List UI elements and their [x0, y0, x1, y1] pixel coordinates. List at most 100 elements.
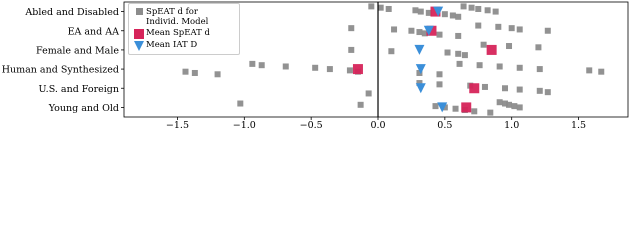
legend-swatch	[132, 28, 146, 39]
model-point	[586, 67, 593, 74]
model-point	[348, 25, 355, 32]
x-tick-label: −1.5	[166, 120, 189, 131]
y-tick-label: Female and Male	[36, 45, 119, 56]
legend-entry: Mean SpEAT d	[132, 28, 236, 39]
model-point	[421, 30, 428, 37]
model-point	[544, 89, 551, 96]
model-point	[471, 108, 478, 115]
model-point	[214, 71, 221, 78]
model-point	[191, 69, 198, 76]
legend-label: Mean IAT D	[146, 40, 198, 50]
model-point	[481, 83, 488, 90]
mean-iat	[433, 6, 444, 17]
model-point	[455, 32, 462, 39]
model-point	[312, 64, 319, 71]
model-point	[416, 69, 423, 76]
plot-frame	[123, 1, 629, 118]
mean-speat	[352, 64, 363, 75]
model-point	[508, 25, 515, 32]
model-point	[487, 109, 494, 116]
model-point	[348, 46, 355, 53]
model-point	[436, 31, 443, 38]
model-point	[249, 60, 256, 67]
legend-label: Mean SpEAT d	[146, 28, 210, 38]
model-point	[516, 86, 523, 93]
y-tick-label: Abled and Disabled	[24, 7, 119, 18]
model-point	[452, 105, 459, 112]
model-point	[412, 7, 419, 14]
model-point	[455, 50, 462, 57]
model-point	[416, 29, 423, 36]
model-point	[516, 104, 523, 111]
model-point	[484, 7, 491, 14]
model-point	[368, 3, 375, 10]
model-point	[456, 60, 463, 67]
x-tick-label: 1.0	[504, 120, 519, 131]
model-point	[237, 100, 244, 107]
model-point	[444, 49, 451, 56]
mean-iat	[414, 44, 425, 55]
y-tick-label: Human and Synthesized	[2, 65, 119, 76]
legend-entry: SpEAT d for Individ. Model	[132, 7, 236, 27]
model-point	[388, 48, 395, 55]
model-point	[506, 43, 513, 50]
model-point	[377, 4, 384, 11]
mean-speat	[486, 44, 497, 55]
model-point	[535, 44, 542, 51]
model-point	[468, 4, 475, 11]
model-point	[516, 64, 523, 71]
mean-iat	[415, 64, 426, 75]
legend-entry: Mean IAT D	[132, 40, 236, 51]
model-point	[432, 103, 439, 110]
legend: SpEAT d for Individ. Model Mean SpEAT d Me…	[128, 3, 240, 55]
model-point	[496, 63, 503, 70]
y-tick-label: U.S. and Foreign	[39, 84, 119, 95]
legend-label: SpEAT d for Individ. Model	[146, 7, 209, 27]
model-point	[502, 85, 509, 92]
model-point	[425, 9, 432, 16]
model-point	[544, 27, 551, 34]
model-point	[536, 66, 543, 73]
model-point	[480, 41, 487, 48]
mean-speat	[430, 6, 441, 17]
legend-swatch	[132, 7, 146, 15]
model-point	[365, 90, 372, 97]
model-point	[326, 66, 333, 73]
y-tick-label: Young and Old	[48, 103, 119, 114]
model-point	[506, 101, 513, 108]
model-point	[417, 8, 424, 15]
model-point	[496, 99, 503, 106]
model-point	[391, 26, 398, 33]
mean-speat	[469, 83, 480, 94]
model-point	[436, 71, 443, 78]
model-point	[408, 27, 415, 34]
mean-speat	[461, 102, 472, 113]
model-point	[475, 22, 482, 29]
chart: −1.5 −1.0 −0.5 0.0 0.5 1.0 1.5 Abled and Disabl…	[2, 1, 629, 131]
model-point	[516, 26, 523, 33]
model-point	[385, 5, 392, 12]
model-point	[449, 12, 456, 19]
model-point	[495, 23, 502, 30]
model-point	[357, 101, 364, 108]
model-point	[536, 87, 543, 94]
model-point	[441, 104, 448, 111]
mean-speat	[426, 25, 437, 36]
model-point	[502, 100, 509, 107]
model-point	[460, 3, 467, 10]
x-tick-label: 0.0	[370, 120, 385, 131]
model-point	[492, 8, 499, 15]
model-point	[416, 80, 423, 87]
x-tick-label: 1.5	[571, 120, 586, 131]
model-point	[282, 63, 289, 70]
model-point	[475, 5, 482, 12]
model-point	[441, 11, 448, 18]
mean-iat	[423, 25, 434, 36]
model-point	[436, 81, 443, 88]
model-point	[476, 62, 483, 69]
x-tick-label: −0.5	[300, 120, 323, 131]
model-point	[455, 13, 462, 20]
mean-iat	[437, 102, 448, 113]
model-point	[182, 68, 189, 75]
x-tick-label: 0.5	[437, 120, 452, 131]
